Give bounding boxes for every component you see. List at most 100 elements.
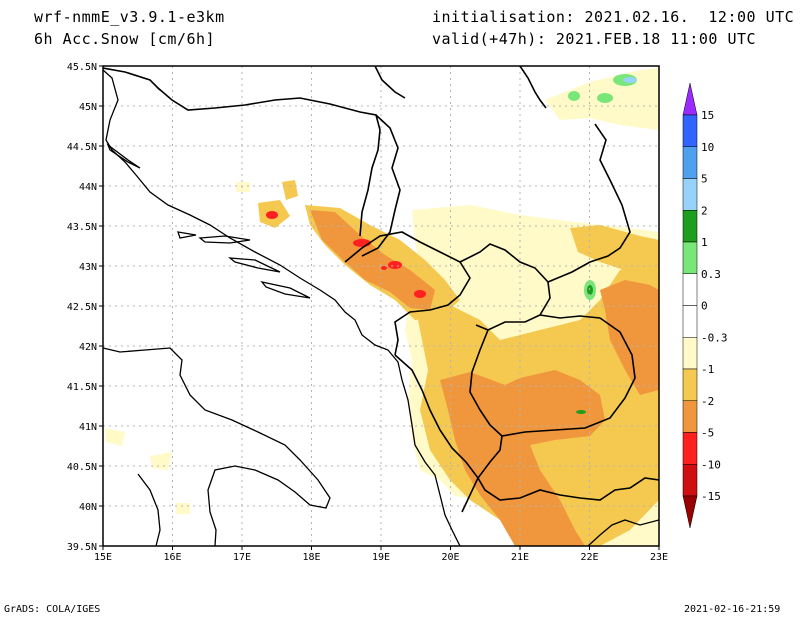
country-borders [103, 66, 659, 513]
lat-label: 42.5N [67, 302, 97, 313]
field-yellow-serbia [570, 225, 659, 272]
field-green-1 [568, 91, 580, 101]
field-light-bosnia [236, 182, 250, 192]
valid-label: valid(+47h): [432, 30, 547, 48]
colorbar-label: 15 [701, 109, 714, 122]
lat-label: 44.5N [67, 142, 97, 153]
colorbar-segment [682, 241, 698, 274]
lon-label: 16E [163, 552, 181, 563]
colorbar-label: 10 [701, 141, 714, 154]
colorbar-segment [682, 368, 698, 401]
colorbar-segment [682, 146, 698, 179]
init-value: 2021.02.16. 12:00 UTC [584, 8, 795, 26]
grid-lines [103, 66, 659, 546]
lat-label: 40.5N [67, 462, 97, 473]
longitude-labels: 15E 16E 17E 18E 19E 20E 21E 22E 23E [94, 546, 668, 563]
colorbar-label: -2 [701, 395, 714, 408]
island-5 [177, 231, 197, 239]
field-light-italy [105, 428, 125, 446]
border-hungary [374, 66, 406, 99]
colorbar-label: 0.3 [701, 268, 721, 281]
colorbar-label: -0.3 [701, 331, 728, 344]
colorbar-segment [682, 114, 698, 147]
coast-aegean [587, 519, 659, 546]
colorbar-label: 5 [701, 173, 708, 186]
lon-label: 20E [441, 552, 459, 563]
lon-label: 23E [650, 552, 668, 563]
lat-label: 42N [79, 342, 97, 353]
field-red-1 [266, 211, 278, 219]
colorbar-label: -1 [701, 363, 714, 376]
colorbar: 15 10 5 2 1 0.3 0 -0.3 -1 -2 -5 -10 -15 [682, 82, 728, 529]
colorbar-bottom-arrow [682, 495, 698, 529]
model-title: wrf-nmmE_v3.9.1-e3km [34, 8, 225, 26]
lat-label: 45.5N [67, 62, 97, 73]
colorbar-segment [682, 178, 698, 211]
colorbar-segment [682, 400, 698, 433]
lon-label: 21E [511, 552, 529, 563]
footer-left: GrADS: COLA/IGES [4, 604, 101, 615]
colorbar-segment [682, 273, 698, 306]
field-light-italy2 [150, 452, 172, 470]
border-croatia-north [103, 67, 161, 91]
field-red-4 [414, 290, 426, 298]
colorbar-label: -10 [701, 458, 721, 471]
lon-label: 15E [94, 552, 112, 563]
colorbar-segment [682, 432, 698, 465]
colorbar-segment [682, 305, 698, 338]
coastlines [103, 69, 659, 546]
field-red-5 [381, 266, 387, 270]
colorbar-label: -15 [701, 490, 721, 503]
field-light-italy3 [176, 503, 190, 514]
coast-italy [103, 347, 331, 546]
lat-label: 43.5N [67, 222, 97, 233]
field-title: 6h Acc.Snow [cm/6h] [34, 30, 216, 48]
field-orange-montenegro [310, 210, 435, 310]
field-blue-1 [623, 77, 637, 83]
island-2 [198, 235, 251, 244]
lat-label: 40N [79, 502, 97, 513]
lon-label: 22E [580, 552, 598, 563]
colorbar-label: 0 [701, 300, 708, 313]
field-green-2 [597, 93, 613, 103]
border-serbia-bulgaria [547, 123, 631, 283]
field-orange-main [440, 370, 605, 546]
colorbar-top-arrow [682, 82, 698, 116]
colorbar-label: 2 [701, 204, 708, 217]
field-green-6 [576, 410, 586, 414]
lat-label: 41.5N [67, 382, 97, 393]
lon-label: 17E [233, 552, 251, 563]
colorbar-segment [682, 337, 698, 370]
lat-label: 44N [79, 182, 97, 193]
island-1 [106, 143, 141, 169]
init-line: initialisation: 2021.02.16. 12:00 UTC [432, 8, 794, 26]
field-red-3 [388, 261, 402, 269]
valid-value: 2021.FEB.18 11:00 UTC [555, 30, 757, 48]
snow-field [105, 68, 659, 546]
field-yellow-herz [282, 180, 298, 200]
island-3 [227, 257, 281, 273]
lat-label: 39.5N [67, 542, 97, 553]
latitude-labels: 39.5N 40N 40.5N 41N 41.5N 42N 42.5N 43N 43.5N 44N… [67, 62, 103, 553]
init-label: initialisation: [432, 8, 575, 26]
lat-label: 41N [79, 422, 97, 433]
lat-label: 43N [79, 262, 97, 273]
lon-label: 18E [302, 552, 320, 563]
lat-label: 45N [79, 102, 97, 113]
island-4 [260, 280, 311, 299]
colorbar-label: -5 [701, 427, 714, 440]
coast-italy-heel [137, 473, 161, 546]
border-macedonia [469, 314, 636, 437]
border-albania [394, 354, 479, 513]
colorbar-label: 1 [701, 236, 708, 249]
lon-label: 19E [372, 552, 390, 563]
border-greece [477, 435, 659, 501]
field-orange-east [600, 280, 659, 395]
border-bosnia-serbia [361, 114, 401, 257]
border-montenegro [344, 231, 471, 356]
colorbar-segment [682, 464, 698, 497]
valid-line: valid(+47h): 2021.FEB.18 11:00 UTC [432, 30, 756, 48]
border-romania [519, 66, 547, 109]
footer-right: 2021-02-16-21:59 [684, 604, 781, 615]
